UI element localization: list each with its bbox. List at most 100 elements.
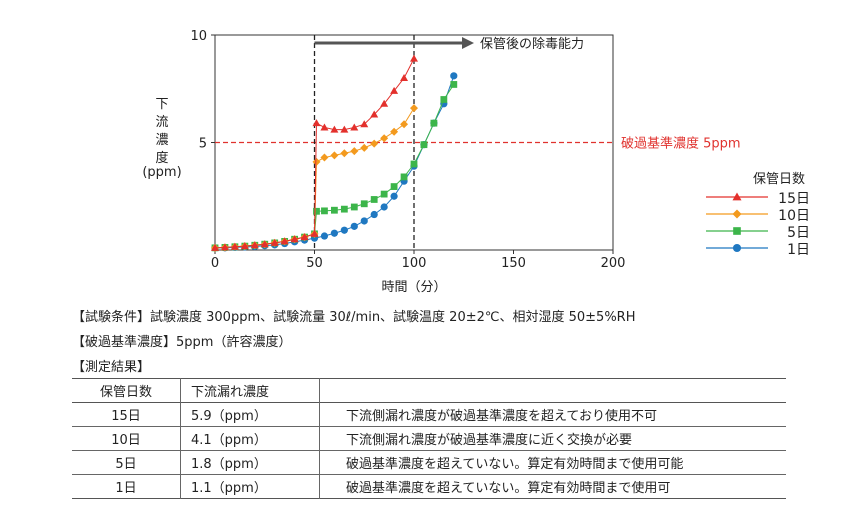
y-axis-label-char: 下 [155, 97, 168, 112]
x-tick-label: 50 [306, 256, 323, 271]
data-point [350, 203, 358, 211]
data-point [330, 125, 339, 133]
cell-leak-concentration: 5.9（ppm） [180, 402, 320, 427]
data-point [360, 200, 368, 208]
data-point [410, 160, 418, 168]
results-table: 保管日数 下流漏れ濃度 15日 5.9（ppm） 下流側漏れ濃度が破過基準濃度を… [72, 378, 786, 499]
data-point [400, 74, 409, 81]
data-point [312, 119, 321, 127]
data-point [370, 139, 379, 148]
series-line [215, 75, 455, 249]
table-row: 10日 4.1（ppm） 下流側漏れ濃度が破過基準濃度に近く交換が必要 [72, 426, 786, 451]
data-point [370, 210, 378, 219]
legend-entry: 15日 [778, 191, 810, 207]
legend-entry: 1日 [787, 242, 810, 258]
cell-storage-days: 5日 [72, 450, 181, 475]
x-tick-label: 200 [601, 256, 626, 271]
data-point [410, 104, 418, 113]
x-tick-label: 100 [402, 256, 427, 271]
data-point [380, 134, 389, 143]
data-point [380, 99, 389, 107]
cell-remarks: 破過基準濃度を超えていない。算定有効時間まで使用可能 [346, 457, 684, 472]
breakthrough-criterion: 【破過基準濃度】5ppm（許容濃度） [72, 335, 292, 350]
y-tick-label: 5 [199, 137, 207, 152]
legend-entry: 10日 [778, 208, 810, 224]
data-point [360, 143, 369, 152]
x-tick-label: 0 [211, 256, 219, 271]
data-point [321, 207, 328, 215]
data-point [313, 207, 320, 215]
data-point [340, 226, 348, 234]
y-axis-label-char: 濃 [155, 133, 168, 148]
data-point [450, 72, 458, 80]
series-line [214, 84, 455, 249]
x-tick-label: 150 [501, 256, 526, 271]
data-point [390, 183, 398, 190]
cell-leak-concentration: 1.1（ppm） [180, 474, 320, 499]
data-point [390, 86, 399, 94]
results-title: 【測定結果】 [72, 360, 151, 375]
data-point [340, 125, 349, 133]
legend-title: 保管日数 [753, 172, 805, 187]
data-point [360, 120, 369, 128]
cell-storage-days: 1日 [72, 474, 181, 499]
table-row: 5日 1.8（ppm） 破過基準濃度を超えていない。算定有効時間まで使用可能 [72, 450, 786, 475]
y-tick-label: 10 [190, 29, 207, 44]
data-point [340, 205, 348, 213]
data-point [360, 217, 368, 225]
period-arrowhead [462, 37, 474, 49]
data-point [350, 147, 359, 156]
threshold-label: 破過基準濃度 5ppm [621, 136, 741, 152]
data-point [400, 173, 408, 181]
y-axis-label: 下流濃度 [155, 97, 168, 166]
legend-marker [732, 209, 742, 219]
cell-remarks: 下流側漏れ濃度が破過基準濃度に近く交換が必要 [346, 433, 633, 448]
cell-leak-concentration: 4.1（ppm） [180, 426, 320, 451]
data-point [370, 110, 379, 118]
data-point [330, 229, 338, 237]
data-point [240, 242, 249, 250]
data-point [350, 222, 358, 230]
data-point [310, 229, 319, 237]
data-point [230, 242, 239, 250]
results-table-header: 保管日数 下流漏れ濃度 [72, 378, 787, 403]
data-point [350, 123, 359, 131]
data-point [320, 232, 329, 240]
legend-marker [733, 227, 741, 235]
data-point [270, 238, 279, 246]
data-point [400, 120, 409, 129]
y-axis-label-char: 流 [155, 115, 168, 130]
data-point [380, 190, 388, 198]
y-axis-unit: (ppm) [142, 165, 181, 180]
legend-marker [732, 243, 742, 253]
data-point [420, 141, 428, 149]
data-point [250, 241, 259, 249]
data-point [211, 243, 219, 251]
data-point [410, 54, 418, 62]
data-point [440, 96, 448, 103]
header-leak-concentration: 下流漏れ濃度 [180, 378, 320, 403]
data-point [290, 235, 299, 243]
data-point [280, 237, 289, 245]
table-row: 1日 1.1（ppm） 破過基準濃度を超えていない。算定有効時間まで使用可 [72, 474, 786, 499]
arrow-label: 保管後の除毒能力 [480, 37, 584, 52]
data-point [430, 119, 438, 127]
data-point [380, 203, 388, 211]
data-point [450, 81, 458, 88]
cell-storage-days: 15日 [72, 402, 181, 427]
legend-entry: 5日 [787, 225, 810, 241]
data-point [220, 243, 229, 251]
data-point [320, 123, 329, 131]
data-point [320, 153, 329, 162]
cell-remarks: 破過基準濃度を超えていない。算定有効時間まで使用可 [346, 481, 671, 496]
data-point [300, 233, 309, 241]
x-axis-label: 時間（分） [381, 280, 446, 295]
header-remarks [320, 379, 787, 403]
data-point [312, 157, 321, 166]
table-row: 15日 5.9（ppm） 下流側漏れ濃度が破過基準濃度を超えており使用不可 [72, 402, 786, 427]
y-axis-label-char: 度 [155, 150, 168, 166]
data-point [260, 240, 269, 248]
data-point [331, 206, 338, 214]
data-point [370, 196, 378, 203]
test-conditions: 【試験条件】試験濃度 300ppm、試験流量 30ℓ/min、試験温度 20±2… [72, 310, 636, 325]
